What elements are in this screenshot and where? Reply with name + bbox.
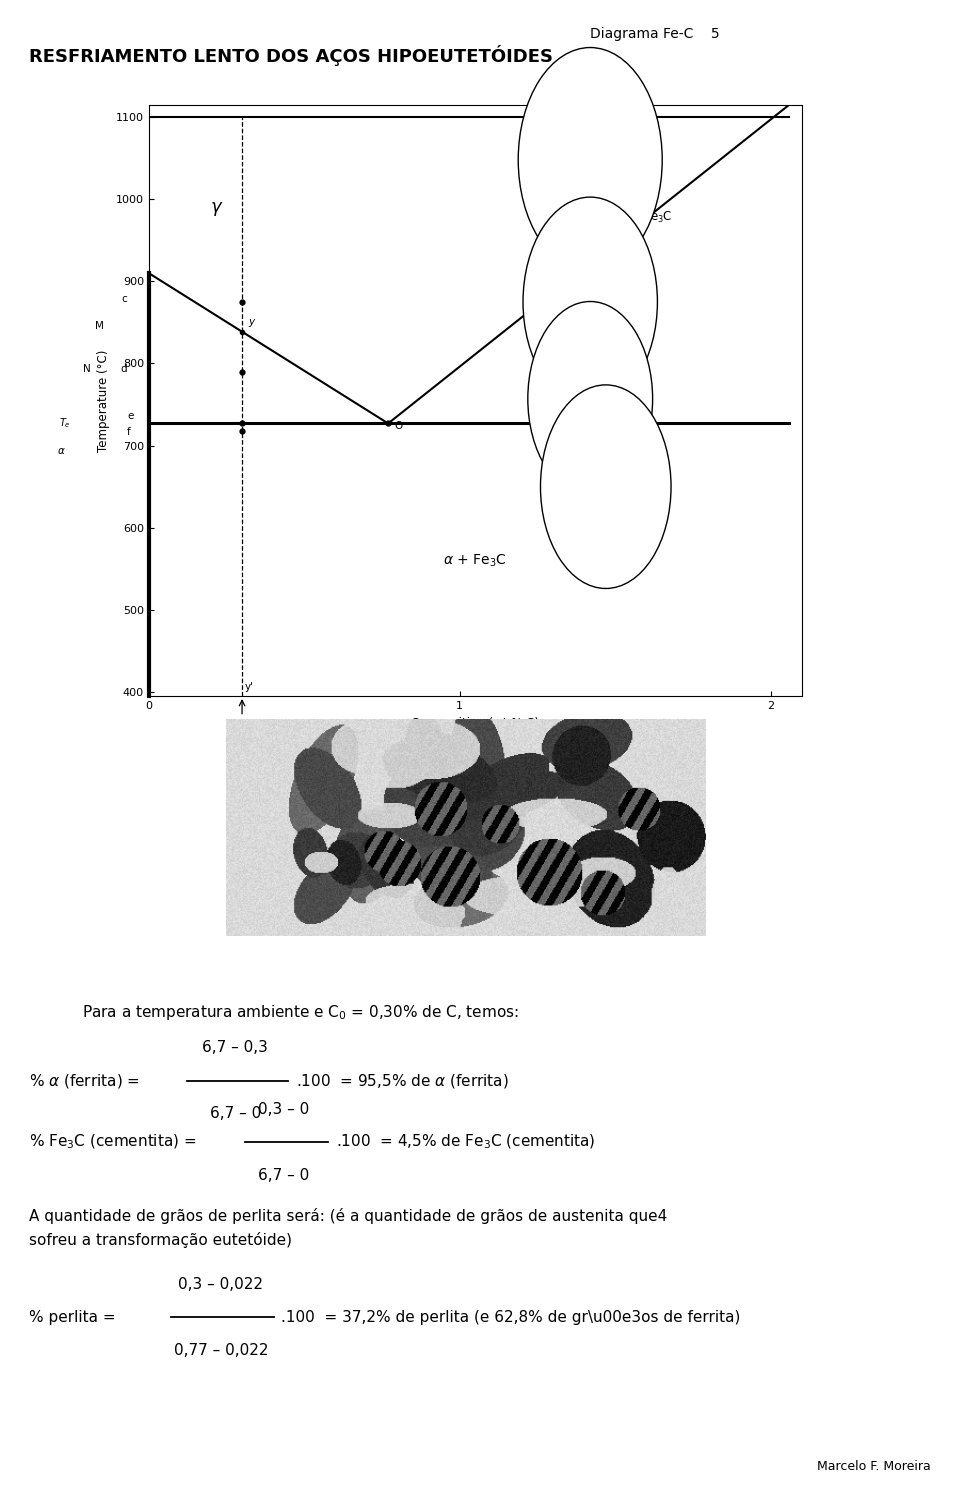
Text: 0,3 – 0,022: 0,3 – 0,022 — [179, 1277, 263, 1292]
X-axis label: Composition (wt % C): Composition (wt % C) — [411, 717, 540, 729]
Text: d: d — [121, 364, 128, 374]
Text: Diagrama Fe-C    5: Diagrama Fe-C 5 — [590, 27, 720, 40]
Text: O: O — [395, 421, 402, 431]
Text: N: N — [83, 364, 90, 374]
Text: $\gamma$: $\gamma$ — [624, 114, 634, 127]
Text: Fe$_3$C: Fe$_3$C — [438, 509, 464, 524]
Text: $\gamma$: $\gamma$ — [571, 407, 581, 422]
Text: % Fe$_3$C (cementita) =: % Fe$_3$C (cementita) = — [29, 1133, 198, 1151]
Text: Pearlite: Pearlite — [687, 446, 732, 460]
Text: % perlita =: % perlita = — [29, 1310, 120, 1325]
Text: $\gamma$: $\gamma$ — [576, 308, 586, 322]
Text: 6,7 – 0: 6,7 – 0 — [257, 1168, 309, 1183]
Text: M: M — [95, 322, 104, 331]
Text: f: f — [127, 427, 131, 437]
Text: $\gamma$: $\gamma$ — [576, 159, 586, 172]
Text: .100  = 95,5% de $\alpha$ (ferrita): .100 = 95,5% de $\alpha$ (ferrita) — [296, 1072, 509, 1090]
Text: Marcelo F. Moreira: Marcelo F. Moreira — [818, 1460, 931, 1473]
Text: $C_0$: $C_0$ — [235, 725, 250, 738]
Text: $\alpha$ + Fe$_3$C: $\alpha$ + Fe$_3$C — [444, 552, 507, 569]
Text: .100  = 37,2% de perlita (e 62,8% de gr\u00e3os de ferrita): .100 = 37,2% de perlita (e 62,8% de gr\u… — [281, 1310, 741, 1325]
Text: $\gamma$: $\gamma$ — [210, 199, 224, 217]
Text: y': y' — [245, 683, 254, 692]
Text: 6,7 – 0,3: 6,7 – 0,3 — [203, 1040, 268, 1055]
Text: $\alpha$: $\alpha$ — [660, 292, 670, 305]
Text: $\gamma$: $\gamma$ — [610, 407, 619, 422]
Text: 0,3 – 0: 0,3 – 0 — [257, 1102, 309, 1117]
Text: Proeutectoid $\alpha$: Proeutectoid $\alpha$ — [687, 506, 765, 518]
Text: c: c — [121, 293, 127, 304]
Text: $\gamma$: $\gamma$ — [614, 308, 624, 322]
Text: % $\alpha$ (ferrita) =: % $\alpha$ (ferrita) = — [29, 1072, 141, 1090]
Text: .100  = 4,5% de Fe$_3$C (cementita): .100 = 4,5% de Fe$_3$C (cementita) — [336, 1133, 595, 1151]
Text: $\alpha$: $\alpha$ — [58, 446, 66, 457]
Text: A quantidade de grãos de perlita será: (é a quantidade de grãos de austenita que: A quantidade de grãos de perlita será: (… — [29, 1208, 667, 1248]
Text: y: y — [249, 317, 254, 328]
Text: e: e — [127, 412, 133, 421]
Text: $\gamma$ + Fe$_3$C: $\gamma$ + Fe$_3$C — [619, 208, 673, 225]
Text: $\gamma$: $\gamma$ — [610, 362, 619, 377]
Text: $\gamma$: $\gamma$ — [557, 362, 566, 377]
Text: $\gamma$: $\gamma$ — [610, 263, 619, 277]
Text: $\gamma$: $\gamma$ — [552, 263, 562, 277]
Text: $T_e$: $T_e$ — [59, 416, 71, 430]
Text: $\gamma$: $\gamma$ — [624, 166, 634, 180]
Text: 0,77 – 0,022: 0,77 – 0,022 — [174, 1343, 268, 1358]
Text: $\gamma$: $\gamma$ — [557, 114, 566, 127]
Text: Para a temperatura ambiente e C$_0$ = 0,30% de C, temos:: Para a temperatura ambiente e C$_0$ = 0,… — [82, 1003, 518, 1022]
Text: Eutectoid $\alpha$: Eutectoid $\alpha$ — [404, 536, 466, 548]
Text: RESFRIAMENTO LENTO DOS AÇOS HIPOEUTETÓIDES: RESFRIAMENTO LENTO DOS AÇOS HIPOEUTETÓID… — [29, 45, 553, 66]
Text: 6,7 – 0: 6,7 – 0 — [209, 1106, 261, 1121]
Y-axis label: Temperature (°C): Temperature (°C) — [97, 349, 110, 452]
